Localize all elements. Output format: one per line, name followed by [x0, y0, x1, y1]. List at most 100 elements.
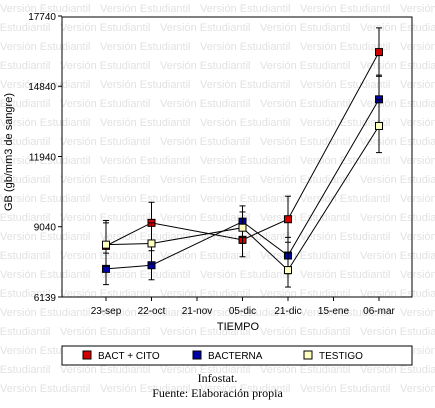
- watermark-text: Versión Estudiantil: [400, 79, 435, 91]
- y-tick-label: 11940: [29, 152, 57, 163]
- legend-swatch: [192, 350, 202, 360]
- watermark-text: Versión Estudiantil: [260, 174, 351, 186]
- watermark-text: Versión Estudiantil: [300, 307, 391, 319]
- watermark-text: Versión Estudiantil: [360, 98, 435, 110]
- watermark-text: Versión Estudiantil: [0, 193, 91, 205]
- legend: BACT + CITO BACTERNA TESTIGO: [61, 345, 413, 366]
- watermark-text: Versión Estudiantil: [60, 22, 151, 34]
- watermark-text: Versión Estudiantil: [100, 41, 191, 53]
- watermark-text: Versión Estudiantil: [100, 193, 191, 205]
- watermark-text: Versión Estudiantil: [100, 269, 191, 281]
- watermark-text: Versión Estudiantil: [0, 250, 51, 262]
- watermark-text: Versión Estudiantil: [260, 212, 351, 224]
- x-tick-label: 22-oct: [138, 306, 166, 317]
- watermark-text: Versión Estudiantil: [400, 155, 435, 167]
- watermark-layer: Versión Estudiantil Versión Estudiantil Ve…: [0, 3, 435, 395]
- watermark-text: Versión Estudiantil: [60, 212, 151, 224]
- watermark-text: Versión Estudiantil: [300, 193, 391, 205]
- watermark-text: Versión Estudiantil: [160, 136, 251, 148]
- watermark-text: Versión Estudiantil: [400, 193, 435, 205]
- watermark-text: Versión Estudiantil: [400, 383, 435, 395]
- watermark-text: Versión Estudiantil: [260, 136, 351, 148]
- series-layer: [102, 27, 383, 288]
- axes: 6139 9040 11940 14840 17740 23-sep 22-oct 21-no…: [28, 12, 413, 317]
- x-tick-label: 15-ene: [318, 306, 350, 317]
- x-tick-label: 21-nov: [182, 306, 213, 317]
- watermark-text: Versión Estudiantil: [360, 288, 435, 300]
- watermark-text: Versión Estudiantil: [200, 307, 291, 319]
- watermark-text: Versión Estudiantil: [100, 383, 191, 395]
- watermark-text: Versión Estudiantil: [160, 60, 251, 72]
- watermark-text: Versión Estudiantil: [60, 364, 151, 376]
- legend-box: [61, 345, 413, 366]
- watermark-text: Versión Estudiantil: [300, 41, 391, 53]
- watermark-text: Versión Estudiantil: [360, 22, 435, 34]
- watermark-text: Versión Estudiantil: [160, 364, 251, 376]
- watermark-text: Versión Estudiantil: [260, 22, 351, 34]
- watermark-text: Versión Estudiantil: [400, 3, 435, 15]
- watermark-text: Versión Estudiantil: [0, 22, 51, 34]
- watermark-text: Versión Estudiantil: [400, 307, 435, 319]
- watermark-text: Versión Estudiantil: [60, 288, 151, 300]
- y-tick-label: 6139: [34, 293, 57, 304]
- series-2: [102, 98, 383, 288]
- watermark-text: Versión Estudiantil: [0, 269, 91, 281]
- data-point: [238, 223, 247, 232]
- watermark-text: Versión Estudiantil: [100, 307, 191, 319]
- watermark-text: Versión Estudiantil: [160, 212, 251, 224]
- watermark-text: Versión Estudiantil: [60, 136, 151, 148]
- watermark-text: Versión Estudiantil: [0, 3, 91, 15]
- watermark-text: Versión Estudiantil: [260, 60, 351, 72]
- watermark-text: Versión Estudiantil: [300, 3, 391, 15]
- watermark-text: Versión Estudiantil: [200, 41, 291, 53]
- watermark-text: Versión Estudiantil: [100, 155, 191, 167]
- legend-label: TESTIGO: [319, 351, 363, 362]
- y-tick-label: 14840: [28, 82, 56, 93]
- watermark-text: Versión Estudiantil: [360, 174, 435, 186]
- watermark-text: Versión Estudiantil: [400, 269, 435, 281]
- watermark-text: Versión Estudiantil: [300, 79, 391, 91]
- data-point: [102, 240, 110, 249]
- caption-source-tool: Infostat.: [197, 371, 238, 385]
- legend-label: BACT + CITO: [98, 351, 160, 362]
- watermark-text: Versión Estudiantil: [400, 231, 435, 243]
- watermark-text: Versión Estudiantil: [0, 307, 91, 319]
- watermark-text: Versión Estudiantil: [360, 212, 435, 224]
- caption-source-note: Fuente: Elaboración propia: [152, 386, 283, 400]
- x-axis-label: TIEMPO: [217, 321, 260, 333]
- watermark-text: Versión Estudiantil: [360, 364, 435, 376]
- legend-label: BACTERNA: [208, 351, 263, 362]
- watermark-text: Versión Estudiantil: [0, 98, 51, 110]
- data-point: [284, 215, 292, 224]
- watermark-text: Versión Estudiantil: [300, 155, 391, 167]
- watermark-text: Versión Estudiantil: [200, 155, 291, 167]
- x-tick-label: 06-mar: [363, 306, 395, 317]
- watermark-text: Versión Estudiantil: [200, 79, 291, 91]
- watermark-text: Versión Estudiantil: [100, 79, 191, 91]
- watermark-text: Versión Estudiantil: [0, 41, 91, 53]
- watermark-text: Versión Estudiantil: [0, 155, 91, 167]
- x-tick-label: 21-dic: [274, 306, 301, 317]
- watermark-text: Versión Estudiantil: [160, 98, 251, 110]
- data-point: [375, 121, 383, 130]
- watermark-text: Versión Estudiantil: [200, 3, 291, 15]
- watermark-text: Versión Estudiantil: [300, 231, 391, 243]
- watermark-text: Versión Estudiantil: [400, 41, 435, 53]
- watermark-text: Versión Estudiantil: [0, 212, 51, 224]
- watermark-text: Versión Estudiantil: [60, 98, 151, 110]
- watermark-text: Versión Estudiantil: [260, 98, 351, 110]
- watermark-text: Versión Estudiantil: [260, 364, 351, 376]
- watermark-text: Versión Estudiantil: [160, 326, 251, 338]
- watermark-text: Versión Estudiantil: [100, 231, 191, 243]
- watermark-text: Versión Estudiantil: [0, 288, 51, 300]
- watermark-text: Versión Estudiantil: [0, 364, 51, 376]
- watermark-text: Versión Estudiantil: [260, 250, 351, 262]
- plot-frame: [61, 16, 413, 298]
- watermark-text: Versión Estudiantil: [200, 269, 291, 281]
- watermark-text: Versión Estudiantil: [200, 383, 291, 395]
- watermark-text: Versión Estudiantil: [0, 383, 91, 395]
- watermark-text: Versión Estudiantil: [160, 288, 251, 300]
- watermark-text: Versión Estudiantil: [260, 326, 351, 338]
- legend-swatch: [82, 350, 92, 360]
